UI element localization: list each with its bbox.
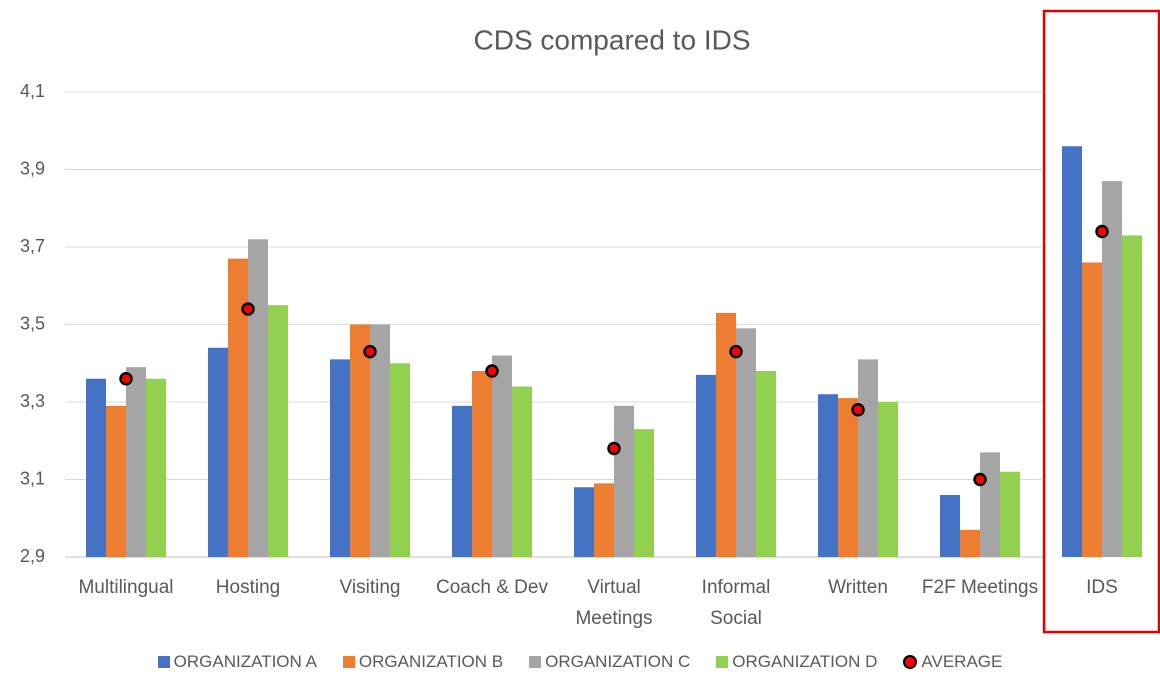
x-tick-label: F2F Meetings	[921, 577, 1039, 598]
bar	[716, 312, 736, 557]
legend-label: ORGANIZATION B	[358, 652, 504, 671]
bar	[248, 239, 268, 557]
bar	[736, 328, 756, 557]
legend-label: ORGANIZATION C	[545, 652, 691, 671]
bar	[594, 483, 614, 557]
bar	[268, 305, 288, 557]
y-tick-label: 2,9	[20, 546, 45, 566]
x-tick-label: IDS	[1086, 577, 1118, 598]
legend-label: AVERAGE	[921, 652, 1003, 671]
bar	[208, 347, 228, 557]
bar	[878, 402, 898, 557]
bar	[574, 487, 594, 557]
average-dot	[1095, 224, 1109, 239]
bar	[350, 324, 370, 557]
bar	[614, 405, 634, 557]
bar	[472, 371, 492, 557]
bar	[858, 359, 878, 557]
bar	[512, 386, 532, 557]
bar	[126, 367, 146, 557]
bar	[228, 258, 248, 557]
legend-swatch	[716, 656, 729, 668]
bar	[330, 359, 350, 557]
y-tick-label: 4,1	[20, 81, 45, 101]
bar	[696, 374, 716, 557]
bar	[86, 378, 106, 557]
x-tick-label: Visiting	[339, 577, 401, 598]
legend-label: ORGANIZATION A	[173, 652, 317, 671]
bar	[452, 405, 472, 557]
bar	[818, 394, 838, 557]
x-tick-label: Written	[828, 577, 888, 598]
legend-dot	[903, 655, 918, 669]
y-tick-label: 3,7	[20, 236, 45, 256]
bar	[1102, 181, 1122, 557]
bar	[1082, 262, 1102, 557]
x-tick-label: Informal Social	[701, 577, 771, 629]
legend-label: ORGANIZATION D	[732, 652, 878, 671]
bar	[634, 429, 654, 557]
average-dot	[485, 364, 499, 378]
bar	[980, 452, 1000, 557]
average-dot	[607, 441, 621, 456]
bar	[370, 324, 390, 557]
average-dot	[851, 403, 865, 417]
y-tick-label: 3,3	[20, 391, 45, 411]
bar	[492, 355, 512, 557]
bar	[1062, 146, 1082, 557]
average-dot	[241, 302, 255, 316]
legend-item: ORGANIZATION A	[157, 652, 317, 672]
legend-item: ORGANIZATION B	[342, 652, 504, 672]
y-tick-label: 3,9	[20, 158, 45, 178]
average-dot	[973, 472, 987, 487]
x-tick-label: Hosting	[215, 577, 281, 598]
x-tick-label: Multilingual	[78, 577, 174, 598]
average-dot	[729, 344, 743, 359]
bar	[390, 363, 410, 557]
bar	[756, 371, 776, 557]
bar	[940, 495, 960, 557]
chart-title: CDS compared to IDS	[474, 24, 751, 55]
bar	[838, 398, 858, 557]
average-dot	[119, 372, 133, 386]
bar	[1122, 235, 1142, 557]
legend-item: AVERAGE	[903, 652, 1002, 672]
legend-swatch	[529, 656, 542, 668]
x-tick-label: Virtual Meetings	[575, 577, 653, 629]
average-dot	[363, 344, 377, 359]
bar	[1000, 471, 1020, 557]
legend-swatch	[157, 656, 170, 668]
legend-swatch	[342, 656, 355, 668]
y-tick-label: 3,1	[20, 468, 45, 488]
bar	[146, 378, 166, 557]
bar	[106, 405, 126, 557]
bar	[960, 529, 980, 557]
legend: ORGANIZATION A ORGANIZATION B ORGANIZATION…	[0, 652, 1160, 672]
x-tick-label: Coach & Dev	[436, 577, 548, 598]
y-tick-label: 3,5	[20, 313, 45, 333]
highlight-box	[1042, 9, 1160, 634]
legend-item: ORGANIZATION D	[716, 652, 877, 672]
legend-item: ORGANIZATION C	[529, 652, 690, 672]
